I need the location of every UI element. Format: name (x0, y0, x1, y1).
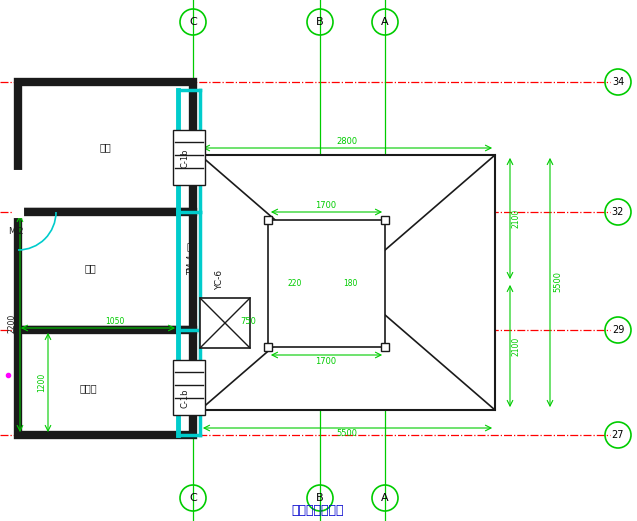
Text: 1700: 1700 (315, 202, 336, 210)
Text: 5500: 5500 (336, 429, 357, 439)
Bar (200, 298, 250, 348)
Bar (381, 216, 389, 224)
Text: 2100: 2100 (512, 337, 520, 356)
Text: M-2: M-2 (8, 228, 24, 237)
Text: 220: 220 (288, 279, 302, 288)
Text: YC-6: YC-6 (215, 270, 224, 290)
Bar (264, 343, 272, 351)
Text: B: B (316, 493, 324, 503)
Text: A: A (381, 17, 389, 27)
Text: 27: 27 (612, 430, 624, 440)
Text: 34: 34 (612, 77, 624, 87)
Text: C: C (189, 493, 197, 503)
Bar (200, 155, 495, 410)
Text: 2100: 2100 (512, 208, 520, 228)
Text: B: B (316, 17, 324, 27)
Text: 1700: 1700 (315, 357, 336, 366)
Text: 180: 180 (343, 279, 357, 288)
Text: A: A (381, 493, 389, 503)
Bar (18, 82, 193, 212)
Text: 1200: 1200 (38, 373, 47, 392)
Bar (173, 360, 205, 415)
Bar (173, 130, 205, 185)
Text: 主卧室: 主卧室 (79, 383, 97, 393)
Text: 5500: 5500 (554, 271, 562, 292)
Text: C-1b: C-1b (180, 388, 189, 408)
Text: 阳台: 阳台 (187, 243, 197, 253)
Text: 1050: 1050 (105, 317, 125, 327)
Text: C-1b: C-1b (180, 148, 189, 168)
Bar (264, 216, 272, 224)
Bar (268, 220, 385, 347)
Text: 卧室: 卧室 (99, 142, 111, 152)
Text: 750: 750 (240, 317, 256, 327)
Text: 客厅: 客厅 (84, 263, 96, 273)
Text: 塔吊基础平面图: 塔吊基础平面图 (292, 503, 344, 516)
Text: 2200: 2200 (8, 313, 17, 332)
Text: C: C (189, 17, 197, 27)
Text: 2800: 2800 (336, 138, 357, 146)
Text: TM-4: TM-4 (187, 255, 196, 275)
Bar (18, 212, 193, 330)
Bar (381, 343, 389, 351)
Bar (18, 330, 193, 435)
Text: 32: 32 (612, 207, 624, 217)
Text: 29: 29 (612, 325, 624, 335)
